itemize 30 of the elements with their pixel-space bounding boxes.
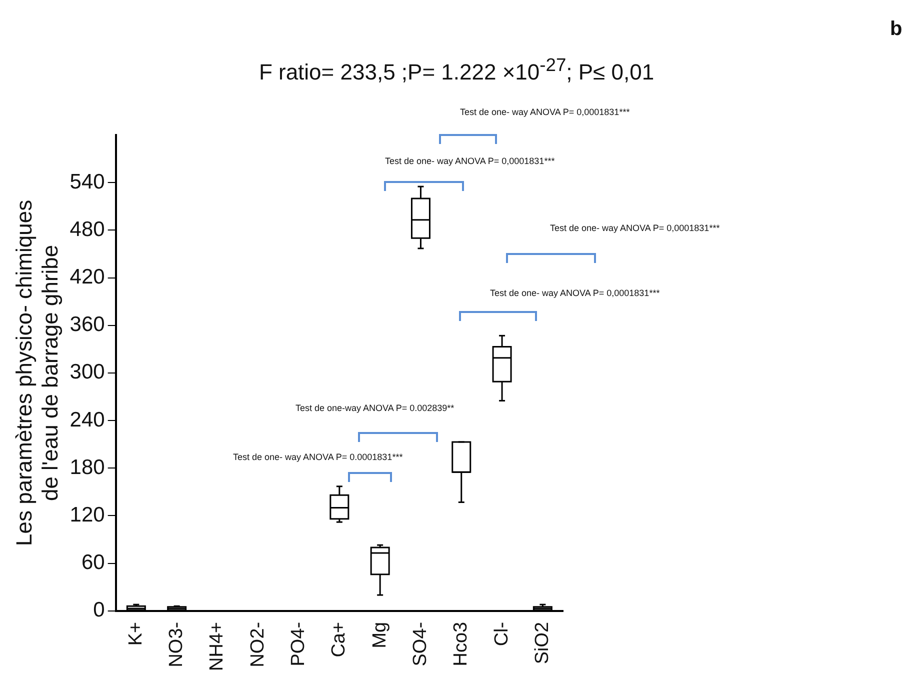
x-tick-label: NH4+	[206, 622, 228, 672]
annotation: Test de one- way ANOVA P= 0,0001831***	[490, 288, 660, 298]
y-tick-label: 420	[70, 266, 105, 289]
text: Test de one- way ANOVA P= 0,0001831***	[460, 107, 630, 117]
annotation: Test de one- way ANOVA P= 0,0001831***	[385, 156, 555, 166]
text: b	[890, 18, 902, 41]
x-tick-label: SiO2	[532, 622, 553, 664]
y-tick-label: 60	[81, 551, 105, 574]
x-tick-label: NO2-	[247, 622, 268, 668]
y-tick-label: 540	[70, 170, 105, 194]
annotation: Test de one- way ANOVA P= 0,0001831***	[550, 223, 720, 233]
x-tick-label: PO4-	[288, 622, 309, 666]
x-tick-label: NO3-	[166, 622, 188, 668]
y-tick-label: 180	[70, 456, 105, 479]
annotation: Test de one- way ANOVA P= 0.0001831***	[233, 452, 403, 462]
y-tick-label: 120	[70, 504, 105, 527]
x-tick-label: K+	[125, 622, 146, 646]
y-tick-label: 300	[70, 360, 105, 384]
chart-title: F ratio= 233,5 ;P= 1.222 ×10$^{-27}$; P≤ 0,01	[258, 54, 656, 86]
x-tick-label: Mg	[369, 622, 390, 648]
x-tick-label: Hco3	[450, 622, 472, 666]
y-tick-label: 240	[70, 408, 105, 432]
y-tick-label: 0	[93, 598, 105, 622]
y-axis-title: Les paramètres physico- chimiques de l'eau de barrage ghribe	[11, 200, 63, 546]
x-tick-label: Ca+	[328, 622, 350, 658]
annotation: Test de one-way ANOVA P= 0.002839**	[296, 403, 454, 413]
x-tick-label: Cl-	[491, 622, 512, 646]
x-tick-label: SO4-	[410, 622, 431, 666]
y-tick-label: 480	[70, 218, 105, 241]
y-tick-label: 360	[70, 313, 105, 336]
